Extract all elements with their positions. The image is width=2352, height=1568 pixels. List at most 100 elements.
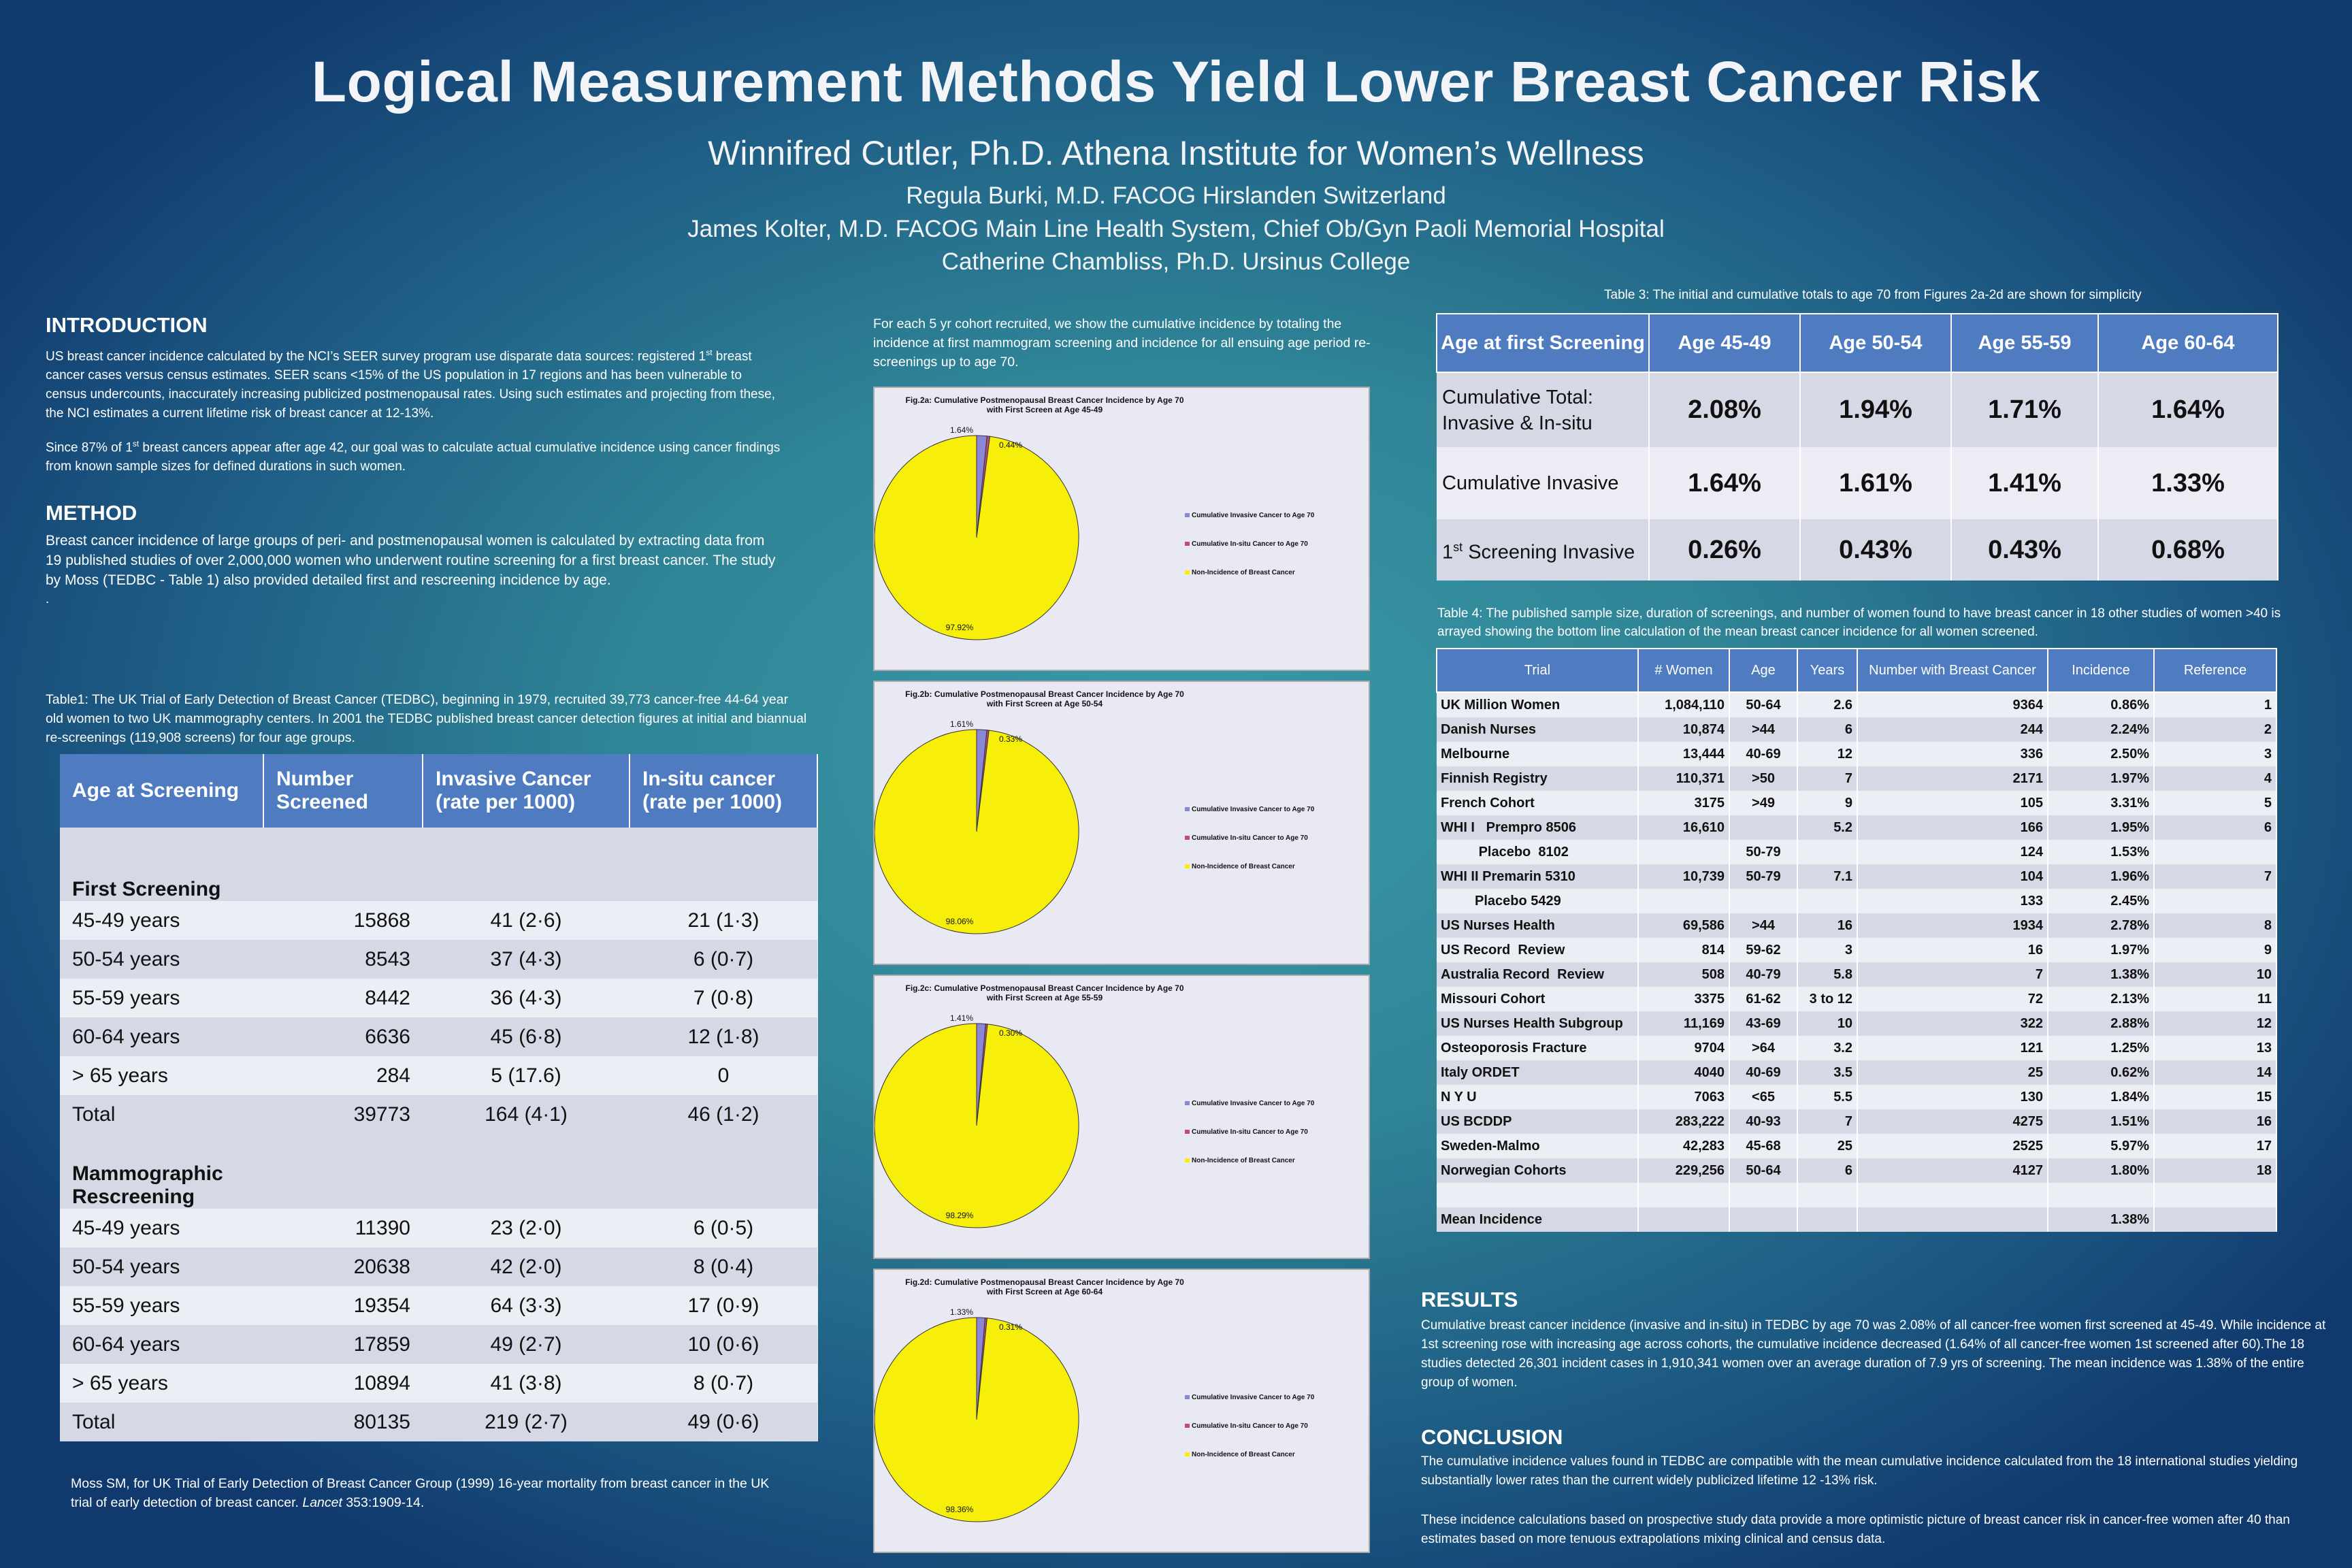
slice-label: 1.64%: [950, 425, 973, 435]
table-cell: >64: [1729, 1036, 1798, 1060]
slice-label: 1.41%: [950, 1013, 973, 1023]
table-cell: 3: [2154, 742, 2277, 766]
table-cell: >44: [1729, 913, 1798, 938]
table-cell: 2.50%: [2048, 742, 2155, 766]
table-row: UK Million Women 1,084,110 50-64 2.6 9364 0.8…: [1437, 692, 2277, 717]
spacer-cell: [60, 828, 263, 856]
intro-heading: INTRODUCTION: [46, 313, 208, 337]
table-cell: [1729, 889, 1798, 913]
table-cell: 8: [2154, 913, 2277, 938]
table-cell: 2171: [1857, 766, 2048, 791]
table4-caption: Table 4: The published sample size, dura…: [1437, 606, 2281, 639]
slice-label: 98.06%: [946, 917, 974, 926]
table-row: WHI I Prempro 8506 16,610 5.2 166 1.95% 6: [1437, 815, 2277, 840]
table-cell: 104: [1857, 864, 2048, 889]
table-cell: 23 (2·0): [490, 1216, 562, 1239]
table-cell: 133: [1857, 889, 2048, 913]
table-row: Mean Incidence 1.38%: [1437, 1207, 2277, 1232]
table3-caption: Table 3: The initial and cumulative tota…: [1604, 288, 2142, 302]
table-cell: 15: [2154, 1085, 2277, 1109]
table-cell: 0.62%: [2048, 1060, 2155, 1085]
reference-text: Moss SM, for UK Trial of Early Detection…: [71, 1476, 770, 1510]
table-cell: Norwegian Cohorts: [1437, 1158, 1639, 1183]
table-cell: 25: [1857, 1060, 2048, 1085]
table-cell: 219 (2·7): [423, 1403, 630, 1441]
table-cell: 121: [1857, 1036, 2048, 1060]
table-spacer-row: [60, 1134, 817, 1162]
pie-chart-2d: Fig.2d: Cumulative Postmenopausal Breast…: [873, 1269, 1370, 1553]
table-cell: 6636: [263, 1017, 423, 1056]
empty-cell: [630, 856, 817, 901]
table-row: US Nurses Health Subgroup 11,169 43-69 10 32…: [1437, 1011, 2277, 1036]
table-cell: 1.25%: [2048, 1036, 2155, 1060]
table-cell: 110,371: [1638, 766, 1730, 791]
empty-cell: [423, 1162, 630, 1209]
table-cell: 5.97%: [2048, 1134, 2155, 1158]
author-line-2: James Kolter, M.D. FACOG Main Line Healt…: [687, 216, 1665, 242]
table-cell: [1638, 889, 1730, 913]
table-cell: 61-62: [1729, 987, 1798, 1011]
results-heading: RESULTS: [1421, 1288, 1518, 1311]
t3-row2-val: 1.64%: [1649, 447, 1801, 519]
legend-swatch: [1185, 570, 1190, 574]
table-row: Total 39773 164 (4·1) 46 (1·2): [60, 1095, 817, 1134]
table-cell: US BCDDP: [1437, 1109, 1639, 1134]
t3-header-0: Age at first Screening: [1436, 313, 1650, 373]
table-cell: 6 (0·7): [630, 940, 817, 979]
table-row: 50-54 years 8543 37 (4·3) 6 (0·7): [60, 940, 817, 979]
table-cell: 130: [1857, 1085, 2048, 1109]
table-cell: 55-59 years: [72, 986, 180, 1009]
table-cell: 8 (0·4): [630, 1247, 817, 1286]
table-cell: 43-69: [1729, 1011, 1798, 1036]
table-cell: 5.5: [1797, 1085, 1858, 1109]
legend-label: Cumulative Invasive Cancer to Age 70: [1192, 1394, 1315, 1401]
table-row: Norwegian Cohorts 229,256 50-64 6 4127 1.80% 1…: [1437, 1158, 2277, 1183]
table-cell: 4127: [1857, 1158, 2048, 1183]
table-cell: 11390: [355, 1216, 410, 1239]
table-row: 45-49 years 11390 23 (2·0) 6 (0·5): [60, 1209, 817, 1247]
empty-cell: [263, 1162, 423, 1209]
slice-label: 0.30%: [999, 1028, 1022, 1038]
table-cell: 10 (0·6): [630, 1325, 817, 1364]
legend-swatch: [1185, 836, 1190, 840]
legend-label: Cumulative In-situ Cancer to Age 70: [1192, 540, 1308, 548]
table-cell: N Y U: [1437, 1085, 1639, 1109]
t3-row3-val: 0.68%: [2098, 519, 2278, 581]
t3-row3-label-a: 1: [1442, 541, 1454, 564]
table-row: 55-59 years 19354 64 (3·3) 17 (0·9): [60, 1286, 817, 1325]
pie-slice: [875, 1023, 1079, 1228]
table-cell: 2525: [1857, 1134, 2048, 1158]
t3-row3-val: 0.26%: [1649, 519, 1801, 581]
table-cell: 0.86%: [2048, 692, 2155, 717]
table-cell: US Record Review: [1437, 938, 1639, 962]
table-cell: 80135: [263, 1403, 423, 1441]
t3-row3-val: 0.43%: [1951, 519, 2099, 581]
table1-caption: Table1: The UK Trial of Early Detection …: [46, 692, 807, 745]
table-cell: Finnish Registry: [1437, 766, 1639, 791]
table-cell: 1.38%: [2048, 1207, 2155, 1232]
t1-header-insitu: In-situ cancer (rate per 1000): [630, 754, 818, 828]
intro-paragraph-1: US breast cancer incidence calculated by…: [46, 343, 781, 423]
table-cell: 508: [1638, 962, 1730, 987]
results-text: Cumulative breast cancer incidence (inva…: [1421, 1318, 2326, 1390]
table-cell: [1797, 840, 1858, 864]
table-cell: 7063: [1638, 1085, 1730, 1109]
table-cell: 46 (1·2): [630, 1095, 817, 1134]
table-cell: 16,610: [1638, 815, 1730, 840]
table-row: Missouri Cohort 3375 61-62 3 to 12 72 2.13% 11: [1437, 987, 2277, 1011]
table3-cumulative: Age at first Screening Age 45-49 Age 50-…: [1436, 313, 2278, 581]
table-cell: 1.84%: [2048, 1085, 2155, 1109]
t3-row1-label: Cumulative Total: Invasive & In-situ: [1437, 372, 1650, 447]
t3-row1-val: 1.71%: [1951, 372, 2099, 447]
table-cell: > 65 years: [72, 1371, 168, 1394]
table-cell: 49 (0·6): [630, 1403, 817, 1441]
spacer-cell: [630, 1134, 817, 1162]
table-cell: Osteoporosis Fracture: [1437, 1036, 1639, 1060]
legend-label: Non-Incidence of Breast Cancer: [1192, 863, 1295, 870]
intro-sup: st: [706, 348, 713, 357]
table-cell: 45-49 years: [72, 1216, 180, 1239]
legend-label: Cumulative In-situ Cancer to Age 70: [1192, 1422, 1308, 1430]
table-cell: 17859: [263, 1325, 423, 1364]
table-cell: [2154, 840, 2277, 864]
spacer-cell: [60, 1134, 263, 1162]
